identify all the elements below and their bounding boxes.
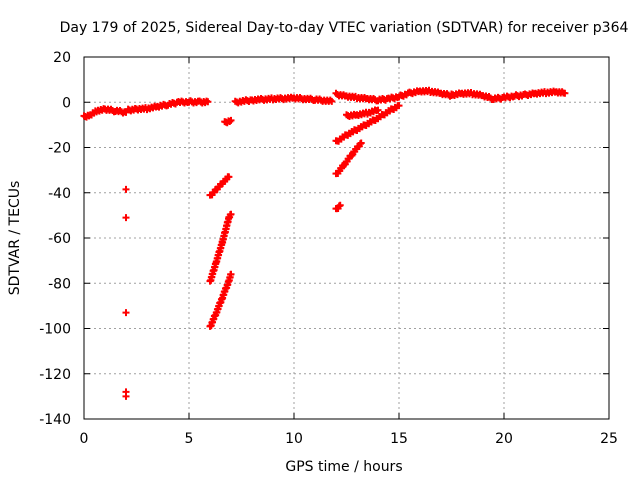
x-tick-label: 20 <box>495 431 513 447</box>
tick-labels: 0 5 10 15 20 25 -140 -120 -100 -80 -60 -40 -20 0 20 <box>39 50 618 447</box>
x-axis-label: GPS time / hours <box>285 459 402 475</box>
data-point <box>226 118 234 126</box>
y-tick-label: 0 <box>62 95 71 111</box>
data-point <box>395 102 403 110</box>
y-axis-label: SDTVAR / TECUs <box>7 181 23 296</box>
data-point <box>357 139 365 147</box>
data-point <box>122 392 130 400</box>
data-point <box>225 173 233 181</box>
y-tick-label: -60 <box>48 231 71 247</box>
series-main-arc-a <box>80 105 130 121</box>
x-tick-label: 10 <box>285 431 303 447</box>
series-main-arc-b <box>124 97 212 115</box>
series-arc-12h-mid <box>332 139 365 178</box>
series-steep-arc-1 <box>206 173 233 199</box>
y-tick-label: -120 <box>39 367 71 383</box>
data-point <box>374 106 382 114</box>
x-tick-label: 5 <box>185 431 194 447</box>
data-point <box>204 98 212 106</box>
data-point <box>227 116 235 124</box>
series-mid-arc <box>231 93 336 107</box>
series-steep-arc-2 <box>206 210 235 285</box>
y-tick-label: -20 <box>48 141 71 157</box>
data-point <box>561 89 569 97</box>
series-steep-arc-3 <box>206 270 235 330</box>
data-point <box>227 210 235 218</box>
y-tick-label: -100 <box>39 322 71 338</box>
x-tick-label: 0 <box>80 431 89 447</box>
x-tick-label: 15 <box>390 431 408 447</box>
series-arc-12h-short <box>343 106 382 121</box>
y-tick-label: -80 <box>48 276 71 292</box>
series-late-arc-a <box>332 86 455 105</box>
series-low-isolated <box>122 185 130 400</box>
data-point <box>336 201 344 209</box>
data-point <box>227 270 235 278</box>
y-tick-label: -40 <box>48 186 71 202</box>
series-arc-12h-low <box>332 201 344 213</box>
y-tick-label: 20 <box>53 50 71 66</box>
x-tick-label: 25 <box>600 431 618 447</box>
series-late-arc-b <box>448 87 569 104</box>
plot-frame <box>83 56 610 420</box>
data-point <box>122 214 130 222</box>
chart-title: Day 179 of 2025, Sidereal Day-to-day VTE… <box>60 20 629 36</box>
data-point <box>328 97 336 105</box>
data-point <box>122 309 130 317</box>
y-tick-label: -140 <box>39 412 71 428</box>
grid-lines <box>84 57 609 419</box>
series-short-arc-7h <box>221 116 235 127</box>
series-arc-12h-rise <box>332 102 403 145</box>
data-points <box>80 86 569 400</box>
data-point <box>122 185 130 193</box>
